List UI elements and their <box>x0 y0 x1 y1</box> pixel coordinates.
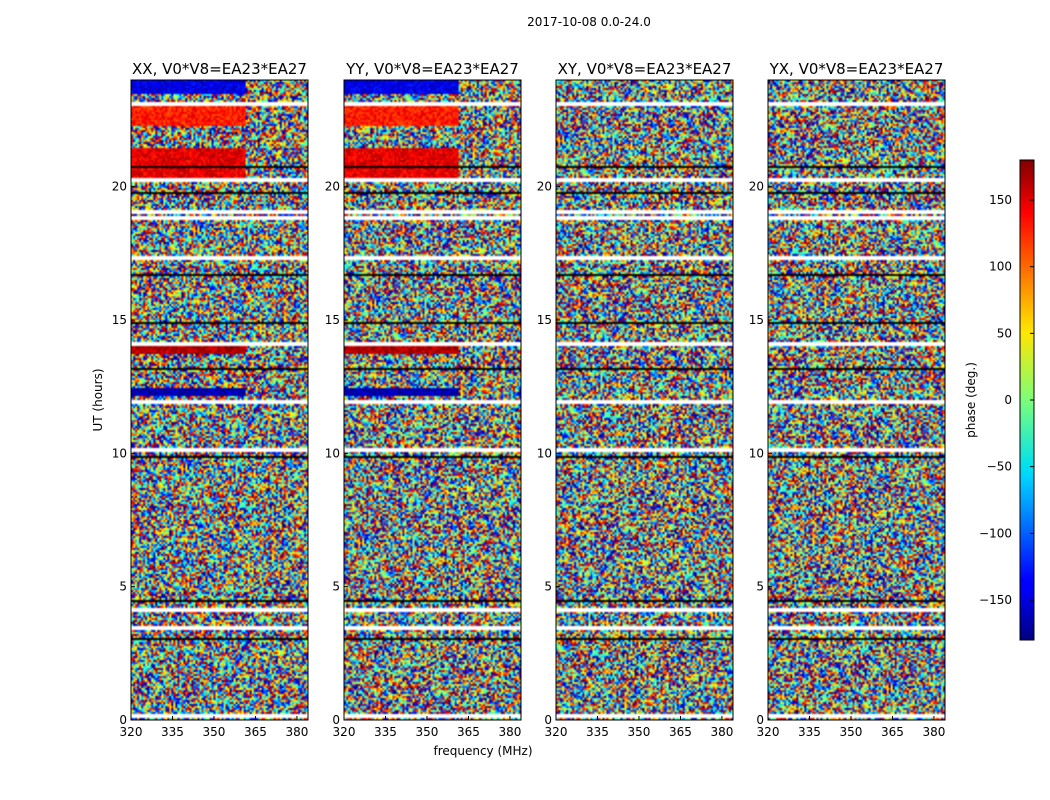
y-tick-label: 0 <box>332 713 340 727</box>
y-tick-label: 20 <box>325 180 340 194</box>
x-tick-label: 365 <box>669 725 692 739</box>
x-tick-label: 350 <box>203 725 226 739</box>
x-tick-label: 365 <box>881 725 904 739</box>
x-tick-label: 380 <box>710 725 733 739</box>
y-tick-label: 15 <box>325 313 340 327</box>
x-tick-label: 365 <box>244 725 267 739</box>
x-tick-label: 350 <box>840 725 863 739</box>
plot-frame <box>767 79 946 721</box>
x-tick-label: 335 <box>161 725 184 739</box>
y-tick-label: 15 <box>112 313 127 327</box>
phase-colorbar: −150 −100 −50 0 50 100 150 phase (deg.) <box>964 159 1035 641</box>
colorbar-tick-label: 50 <box>997 326 1012 340</box>
panel-title: XY, V0*V8=EA23*EA27 <box>558 60 732 78</box>
y-axis-label: UT (hours) <box>91 368 105 431</box>
panel-title: XX, V0*V8=EA23*EA27 <box>132 60 307 78</box>
phase-heatmap <box>768 80 945 720</box>
x-tick-label: 320 <box>757 725 780 739</box>
plot-frame <box>343 79 522 721</box>
y-tick-label: 10 <box>749 446 764 460</box>
panels: XX, V0*V8=EA23*EA27 320 335 350 365 380 0 5 10 15… <box>112 60 946 739</box>
x-tick-label: 380 <box>285 725 308 739</box>
colorbar-ticks: −150 −100 −50 0 50 100 150 <box>979 193 1034 607</box>
panel-title: YY, V0*V8=EA23*EA27 <box>345 60 519 78</box>
y-tick-label: 0 <box>119 713 127 727</box>
x-tick-label: 320 <box>333 725 356 739</box>
y-tick-label: 10 <box>537 446 552 460</box>
phase-heatmap <box>131 80 308 720</box>
y-tick-label: 5 <box>756 580 764 594</box>
phase-heatmap <box>344 80 521 720</box>
plot-frame <box>130 79 309 721</box>
colorbar-tick-label: −150 <box>979 593 1012 607</box>
y-tick-label: 20 <box>537 180 552 194</box>
y-tick-label: 10 <box>325 446 340 460</box>
panel-title: YX, V0*V8=EA23*EA27 <box>769 60 944 78</box>
colorbar-tick-label: −50 <box>987 460 1012 474</box>
y-tick-label: 5 <box>544 580 552 594</box>
colorbar-label: phase (deg.) <box>964 362 978 438</box>
panel-2: YY, V0*V8=EA23*EA27 320 335 350 365 380 0 5 10 15… <box>325 60 522 739</box>
x-tick-label: 335 <box>374 725 397 739</box>
colorbar-tick-label: 150 <box>989 193 1012 207</box>
x-axis-label: frequency (MHz) <box>433 744 532 758</box>
x-tick-label: 320 <box>545 725 568 739</box>
y-tick-label: 0 <box>756 713 764 727</box>
y-tick-label: 15 <box>537 313 552 327</box>
phase-heatmap <box>556 80 733 720</box>
y-tick-label: 10 <box>112 446 127 460</box>
y-tick-label: 5 <box>119 580 127 594</box>
x-tick-label: 335 <box>586 725 609 739</box>
x-tick-label: 350 <box>628 725 651 739</box>
colorbar-tick-label: −100 <box>979 526 1012 540</box>
x-tick-label: 365 <box>457 725 480 739</box>
x-tick-label: 320 <box>120 725 143 739</box>
y-tick-label: 0 <box>544 713 552 727</box>
panel-4: YX, V0*V8=EA23*EA27 320 335 350 365 380 0 5 10 15… <box>749 60 946 739</box>
panel-3: XY, V0*V8=EA23*EA27 320 335 350 365 380 0 5 10 15… <box>537 60 734 739</box>
x-tick-label: 350 <box>416 725 439 739</box>
colorbar-tick-label: 0 <box>1004 393 1012 407</box>
y-tick-label: 5 <box>332 580 340 594</box>
plot-frame <box>555 79 734 721</box>
colorbar-tick-label: 100 <box>989 260 1012 274</box>
x-tick-label: 380 <box>922 725 945 739</box>
x-tick-label: 335 <box>798 725 821 739</box>
y-tick-label: 20 <box>112 180 127 194</box>
figure-suptitle: 2017-10-08 0.0-24.0 <box>527 15 651 29</box>
x-tick-label: 380 <box>498 725 521 739</box>
y-tick-label: 15 <box>749 313 764 327</box>
y-tick-label: 20 <box>749 180 764 194</box>
panel-1: XX, V0*V8=EA23*EA27 320 335 350 365 380 0 5 10 15… <box>112 60 309 739</box>
